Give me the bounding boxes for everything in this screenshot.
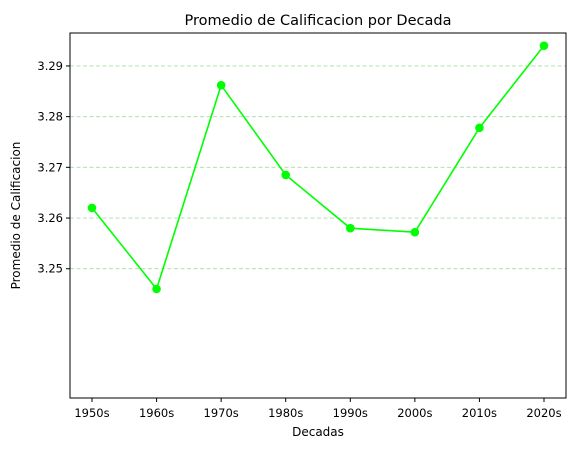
data-point	[152, 284, 161, 294]
chart-title: Promedio de Calificacion por Decada	[185, 13, 452, 29]
grid-layer	[70, 65, 566, 270]
y-axis-ticks: 3.25 3.26 3.27 3.28 3.29	[37, 59, 70, 276]
x-axis-label: Decadas	[292, 425, 344, 439]
y-tick-label: 3.27	[37, 160, 63, 174]
plot-frame	[69, 32, 567, 399]
axes-layer	[69, 32, 567, 399]
data-point	[539, 41, 549, 50]
data-point	[475, 123, 484, 133]
data-point	[345, 223, 355, 233]
y-axis-label: Promedio de Calificacion	[9, 142, 23, 290]
series-layer	[87, 41, 549, 294]
series-line	[91, 45, 545, 291]
y-tick-label: 3.25	[37, 262, 63, 276]
x-tick-label: 2020s	[526, 406, 561, 420]
data-point	[216, 80, 226, 90]
x-tick-label: 2000s	[397, 406, 432, 420]
data-point	[87, 203, 97, 213]
y-tick-label: 3.29	[37, 59, 63, 73]
x-tick-label: 1980s	[268, 406, 303, 420]
x-axis-ticks: 1950s 1960s 1970s 1980s 1990s 2000s 2010s 2020s	[74, 398, 562, 420]
x-tick-label: 1970s	[204, 406, 239, 420]
x-tick-label: 1960s	[139, 406, 174, 420]
y-tick-label: 3.26	[37, 211, 63, 225]
data-point	[410, 227, 420, 237]
y-tick-label: 3.28	[37, 110, 63, 124]
x-tick-label: 1950s	[74, 406, 109, 420]
data-point	[281, 170, 291, 180]
x-tick-label: 2010s	[462, 406, 497, 420]
x-tick-label: 1990s	[333, 406, 368, 420]
